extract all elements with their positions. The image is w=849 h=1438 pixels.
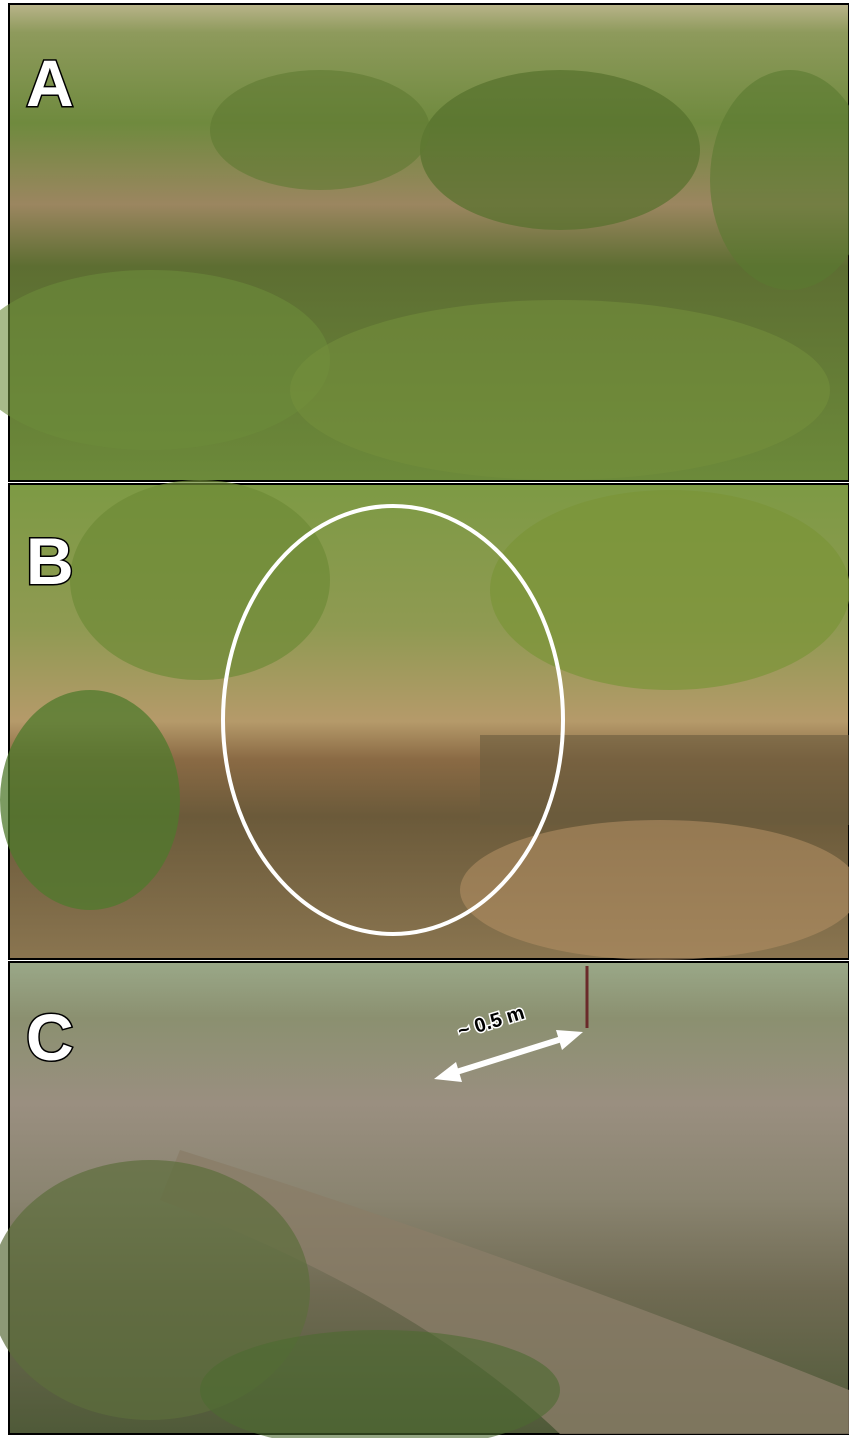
grass-tuft (210, 70, 430, 190)
grass-tuft (290, 300, 830, 480)
water (480, 735, 849, 825)
dry-grass (460, 820, 849, 960)
grass-tuft (0, 690, 180, 910)
grass-tuft (70, 480, 330, 680)
panel-label: A (26, 46, 74, 120)
grass-tuft (490, 490, 849, 690)
page: ~ 0.5 m A B C (() => { const data = JSON… (0, 0, 849, 1438)
grass-tuft (420, 70, 700, 230)
panel-label: B (26, 524, 74, 598)
figure: ~ 0.5 m A B C (0, 0, 849, 1438)
panel-label: C (26, 1000, 74, 1074)
